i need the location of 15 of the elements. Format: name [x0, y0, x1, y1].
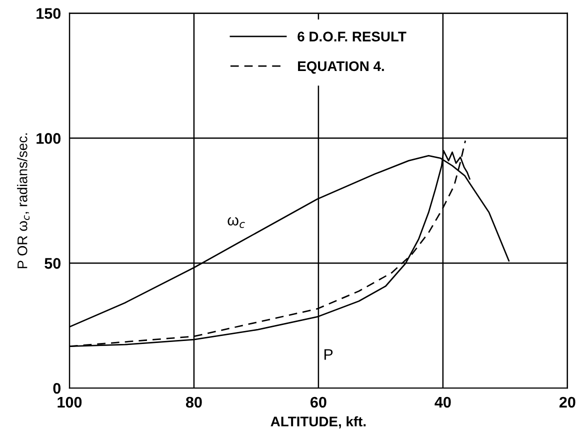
- y-tick-label: 100: [36, 133, 61, 144]
- legend-label: 6 D.O.F. RESULT: [298, 32, 406, 42]
- y-tick-label: 50: [44, 258, 61, 269]
- x-tick-label: 80: [186, 396, 202, 408]
- x-axis-title: ALTITUDE, kft.: [270, 416, 366, 428]
- x-tick-label: 60: [310, 396, 326, 408]
- y-tick-label: 0: [53, 382, 61, 394]
- x-tick-label: 20: [559, 396, 576, 408]
- x-tick-label: 40: [434, 396, 451, 408]
- annotation: P: [324, 349, 333, 360]
- x-tick-label: 100: [58, 396, 82, 408]
- legend-label: EQUATION 4.: [298, 61, 384, 74]
- y-tick-label: 150: [36, 8, 61, 19]
- y-axis-title: P OR ω$_{c}$, radians/sec.: [17, 133, 30, 268]
- annotation: ω$_{c}$: [228, 217, 245, 228]
